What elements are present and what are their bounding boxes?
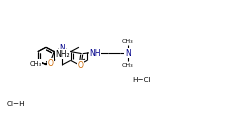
- Text: NH: NH: [89, 49, 100, 58]
- Text: O: O: [78, 61, 84, 70]
- Text: CH₃: CH₃: [122, 39, 134, 44]
- Text: CH₃: CH₃: [29, 60, 41, 66]
- Text: Cl−H: Cl−H: [7, 100, 25, 106]
- Text: H−Cl: H−Cl: [133, 76, 151, 82]
- Text: CH₃: CH₃: [122, 63, 134, 68]
- Text: N: N: [125, 49, 131, 58]
- Text: NH₂: NH₂: [55, 50, 70, 59]
- Text: N: N: [60, 43, 65, 52]
- Text: O: O: [47, 59, 53, 68]
